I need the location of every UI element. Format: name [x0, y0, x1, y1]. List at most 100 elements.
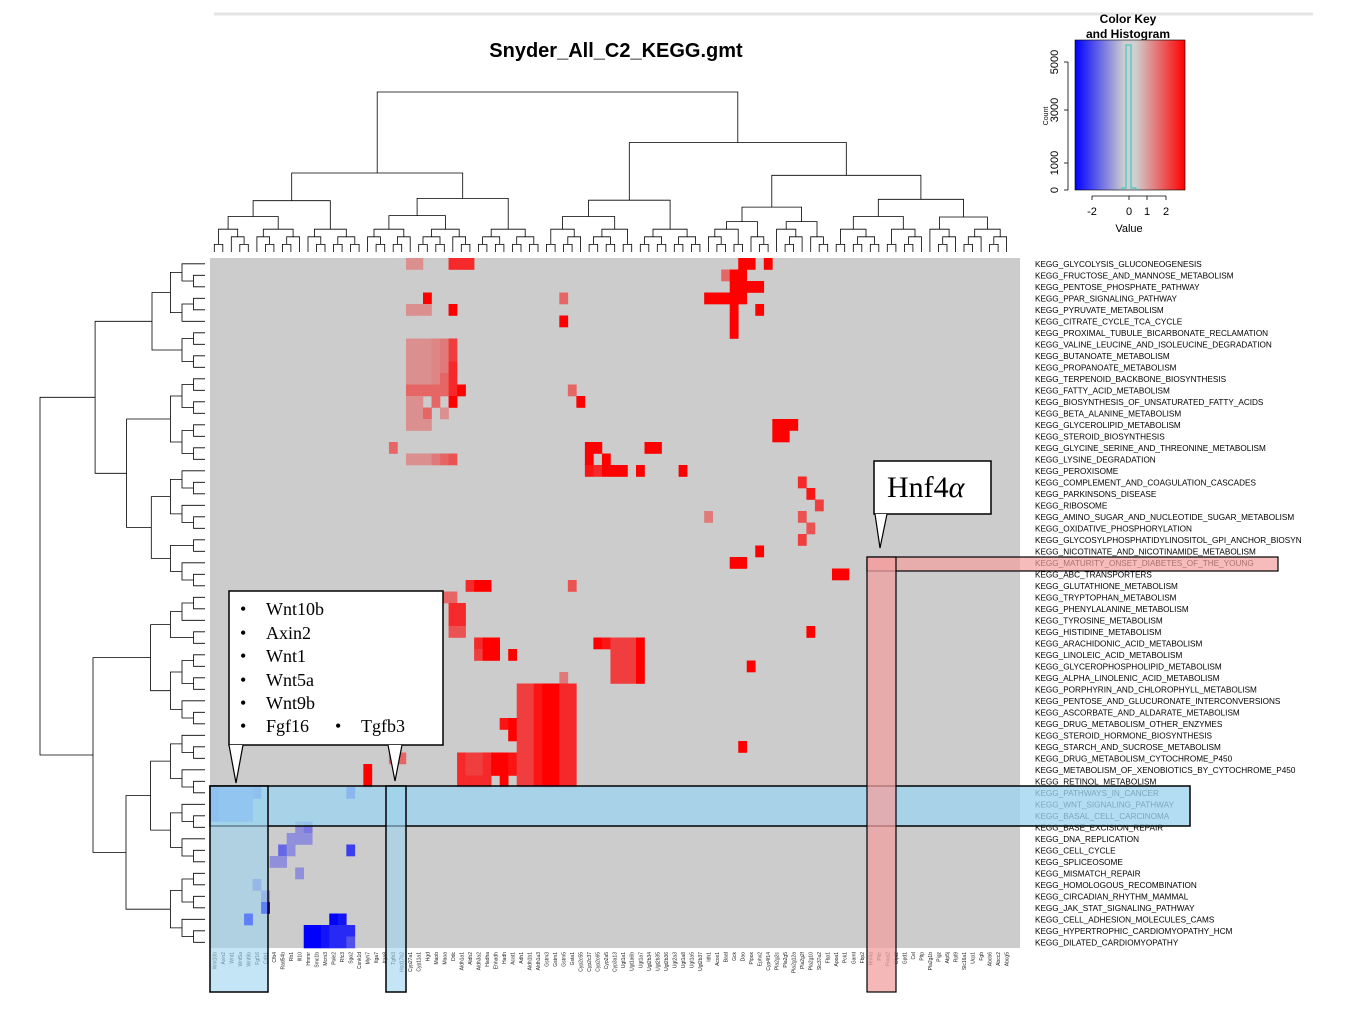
heatmap-cell — [567, 775, 577, 788]
dendrogram-branch — [494, 243, 505, 252]
heatmap-cell — [550, 729, 560, 742]
column-label: Hadh — [502, 952, 508, 964]
dendrogram-branch — [869, 243, 880, 252]
bullet: • — [240, 670, 246, 690]
heatmap-cell — [559, 695, 569, 707]
column-label: Pck1 — [843, 952, 849, 963]
dendrogram-branch — [181, 734, 205, 753]
dendrogram-branch — [678, 236, 696, 245]
row-label: KEGG_PPAR_SIGNALING_PATHWAY — [1035, 294, 1177, 303]
dendrogram-branch — [169, 743, 182, 779]
dendrogram-branch — [989, 243, 999, 252]
column-label: Cyp2c37 — [587, 952, 593, 972]
column-label: Cel — [911, 952, 917, 960]
dendrogram-branch — [529, 243, 539, 252]
heatmap-cell — [806, 488, 816, 500]
row-labels: KEGG_GLYCOLYSIS_GLUCONEOGENESIS KEGG_FRUC… — [1035, 260, 1302, 948]
heatmap-cell — [448, 350, 458, 362]
column-label: Abcb6 — [988, 952, 994, 966]
heatmap-cell — [542, 741, 552, 753]
dendrogram-branch — [291, 172, 464, 201]
heatmap-cell — [405, 453, 415, 466]
dendrogram-branch — [181, 384, 194, 408]
dendrogram-branch — [281, 243, 292, 252]
heatmap-cell — [423, 384, 432, 397]
column-label: Cfb4 — [272, 952, 278, 963]
dendrogram-branch — [150, 624, 171, 692]
heatmap-cell — [738, 741, 748, 753]
dendrogram-branch — [835, 243, 846, 252]
dendrogram-branch — [193, 711, 205, 725]
ytick-label: 0 — [1049, 187, 1061, 193]
dendrogram-branch — [193, 447, 205, 460]
heatmap-cell — [482, 649, 492, 661]
heatmap-cell — [704, 292, 713, 305]
dendrogram-branch — [181, 562, 205, 581]
wnt-gene-label: Axin2 — [266, 623, 311, 643]
dendrogram-branch — [431, 228, 460, 237]
heatmap-cell — [627, 649, 637, 661]
dendrogram-branch — [193, 332, 205, 345]
heatmap-cell — [516, 752, 526, 765]
row-label: KEGG_PROXIMAL_TUBULE_BICARBONATE_RECLAMA… — [1035, 329, 1268, 338]
heatmap-cell — [678, 465, 688, 477]
heatmap-cell — [457, 775, 466, 788]
dendrogram-branch — [396, 236, 411, 252]
heatmap-cell — [567, 580, 577, 592]
bullet: • — [240, 646, 246, 666]
dendrogram-branch — [776, 228, 797, 252]
dendrogram-branch — [974, 228, 1001, 237]
heatmap-cell — [738, 292, 748, 305]
heatmap-cell — [525, 764, 535, 776]
heatmap-cell — [337, 936, 347, 949]
dendrogram-branch — [939, 216, 988, 230]
column-label: Mcm3 — [323, 952, 329, 966]
dendrogram-branch — [181, 918, 205, 937]
dendrogram-branch — [230, 236, 245, 252]
heatmap-cell — [508, 752, 518, 765]
xtick-label: 1 — [1144, 206, 1150, 218]
heatmap-cell — [474, 752, 483, 765]
dendrogram-branch — [714, 228, 739, 245]
row-label: KEGG_GLYCEROPHOSPHOLIPID_METABOLISM — [1035, 662, 1222, 671]
column-label: Aldh1a3 — [536, 952, 542, 971]
dendrogram-branch — [193, 895, 205, 909]
heatmap-cell — [278, 844, 287, 857]
heatmap-cell — [320, 936, 330, 949]
wnt-gene-label: Wnt1 — [266, 646, 306, 666]
heatmap-cell — [491, 637, 500, 650]
heatmap-cell — [440, 384, 449, 397]
column-label: Aldh2 — [468, 952, 474, 965]
heatmap-cell — [448, 591, 458, 604]
heatmap-cell — [388, 442, 398, 454]
dendrogram-branch — [150, 496, 171, 559]
heatmap-cell — [738, 269, 748, 282]
dendrogram-branch — [435, 243, 445, 252]
dendrogram-branch — [673, 243, 684, 252]
row-label: KEGG_TERPENOID_BACKBONE_BIOSYNTHESIS — [1035, 375, 1227, 384]
heatmap-cell — [286, 844, 296, 857]
heatmap-cell — [363, 775, 373, 788]
column-label: Slc37a2 — [817, 952, 823, 970]
heatmap-cell — [474, 637, 483, 650]
heatmap-cell — [405, 384, 415, 397]
dendrogram-branch — [181, 602, 205, 621]
dendrogram-branch — [373, 228, 405, 237]
row-label: KEGG_BUTANOATE_METABOLISM — [1035, 352, 1170, 361]
dendrogram-branch — [490, 228, 526, 237]
heatmap-cell — [329, 913, 339, 926]
dendrogram-branch — [392, 243, 403, 252]
column-label: Ugt1a5 — [689, 952, 695, 968]
heatmap-cell — [405, 350, 415, 362]
heatmap-cell — [533, 752, 543, 765]
heatmap-cell — [797, 476, 807, 489]
heatmap-cell — [431, 453, 441, 466]
heatmap-cell — [559, 672, 569, 684]
heatmap-cell — [729, 327, 739, 339]
heatmap-cell — [593, 465, 603, 477]
xtick-label: 0 — [1126, 206, 1132, 218]
dendrogram-branch — [193, 849, 205, 863]
row-label: KEGG_MISMATCH_REPAIR — [1035, 869, 1141, 878]
hnf-col-band — [866, 556, 897, 993]
heatmap-cell — [312, 936, 322, 949]
